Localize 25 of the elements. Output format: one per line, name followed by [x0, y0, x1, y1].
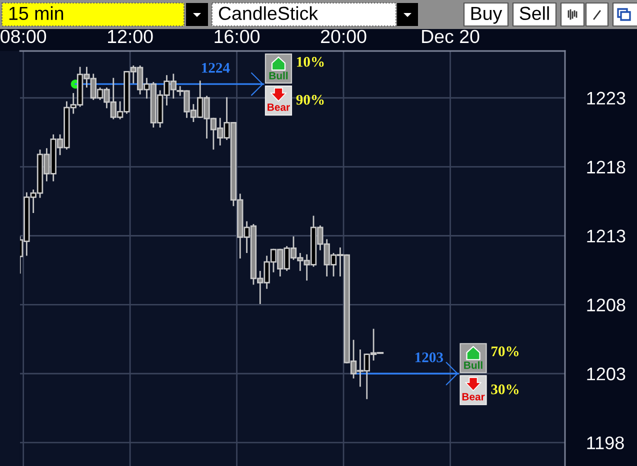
text: CandleStick — [218, 6, 318, 20]
annotation: Bull — [269, 72, 288, 80]
annotation: 1203 — [416, 352, 443, 362]
y-tick-label: 1208 — [587, 298, 626, 312]
x-tick-label: 08:00 — [0, 30, 46, 44]
y-tick-label: 1203 — [587, 368, 626, 380]
y-tick-label: 1213 — [587, 230, 626, 242]
y-tick-label: 1218 — [587, 160, 626, 174]
x-tick-label: 20:00 — [321, 30, 366, 44]
text: 15 min — [9, 6, 64, 20]
annotation: 70% — [492, 346, 518, 356]
annotation: 30% — [491, 384, 518, 394]
y-tick-label: 1198 — [587, 436, 624, 450]
annotation: Bull — [464, 361, 482, 369]
text: Sell — [520, 6, 549, 20]
annotation: 90% — [296, 94, 324, 105]
y-tick-label: 1223 — [587, 92, 626, 105]
annotation: 1224 — [202, 62, 230, 73]
x-tick-label: 16:00 — [214, 30, 260, 44]
x-tick-label: Dec 20 — [422, 30, 480, 44]
annotation: Bear — [462, 393, 485, 400]
x-tick-label: 12:00 — [108, 30, 153, 44]
annotation: 10% — [297, 56, 324, 67]
annotation: Bear — [268, 104, 290, 111]
text: Buy — [471, 6, 502, 24]
